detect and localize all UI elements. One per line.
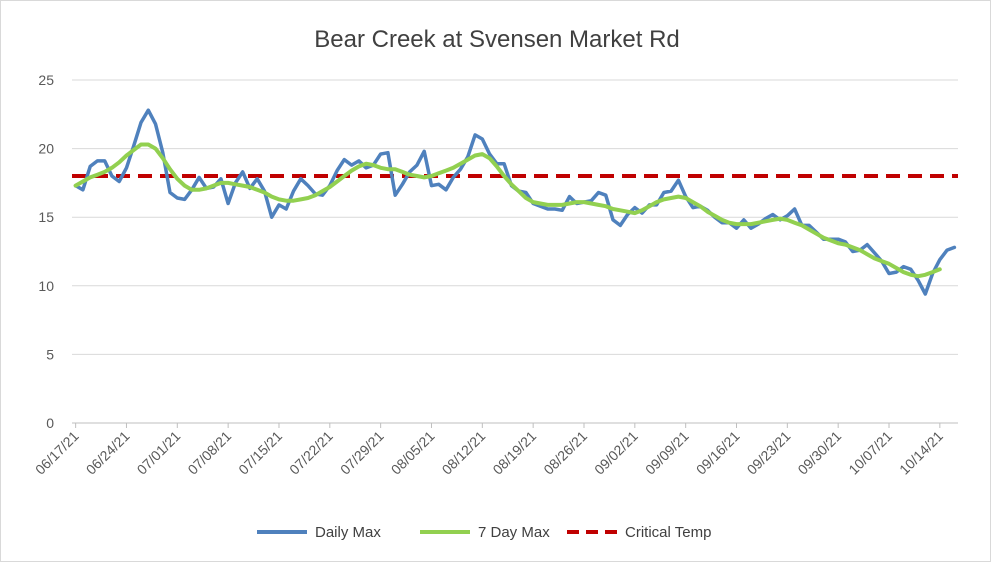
y-tick-label: 15 <box>38 209 54 225</box>
legend-label: 7 Day Max <box>478 524 550 541</box>
legend-label: Daily Max <box>315 524 381 541</box>
x-tick-label: 06/17/21 <box>32 428 82 478</box>
x-tick-label: 09/02/21 <box>591 428 641 478</box>
y-axis-ticks: 0 5 10 15 20 25 <box>38 72 54 431</box>
chart-title: Bear Creek at Svensen Market Rd <box>314 26 680 53</box>
x-tick-label: 07/29/21 <box>337 428 387 478</box>
y-tick-label: 20 <box>38 141 54 157</box>
legend: Daily Max 7 Day Max Critical Temp <box>257 524 711 541</box>
y-tick-label: 25 <box>38 72 54 88</box>
legend-critical-temp: Critical Temp <box>567 524 711 541</box>
daily-max-line <box>73 108 957 296</box>
x-tick-label: 09/23/21 <box>744 428 794 478</box>
x-tick-label: 06/24/21 <box>83 428 133 478</box>
legend-label: Critical Temp <box>625 524 711 541</box>
legend-7-day-max: 7 Day Max <box>420 524 550 541</box>
x-tick-label: 10/14/21 <box>896 428 946 478</box>
y-tick-label: 5 <box>46 346 54 362</box>
gridlines <box>72 79 958 424</box>
x-tick-label: 09/09/21 <box>642 428 692 478</box>
x-tick-label: 08/12/21 <box>439 428 489 478</box>
x-tick-label: 09/30/21 <box>794 428 844 478</box>
x-tick-label: 07/22/21 <box>286 428 336 478</box>
x-tick-label: 08/05/21 <box>388 428 438 478</box>
series-lines <box>72 108 958 296</box>
x-tick-label: 09/16/21 <box>693 428 743 478</box>
x-tick-label: 10/07/21 <box>845 428 895 478</box>
legend-daily-max: Daily Max <box>257 524 381 541</box>
x-tick-label: 07/15/21 <box>235 428 285 478</box>
x-tick-label: 07/01/21 <box>134 428 184 478</box>
y-tick-label: 10 <box>38 278 54 294</box>
x-axis-ticks: 06/17/21 06/24/21 07/01/21 07/08/21 07/15/21… <box>32 423 946 478</box>
x-tick-label: 08/19/21 <box>489 428 539 478</box>
seven-day-max-line <box>73 142 942 279</box>
x-tick-label: 08/26/21 <box>540 428 590 478</box>
x-tick-label: 07/08/21 <box>184 428 234 478</box>
y-tick-label: 0 <box>46 415 54 431</box>
